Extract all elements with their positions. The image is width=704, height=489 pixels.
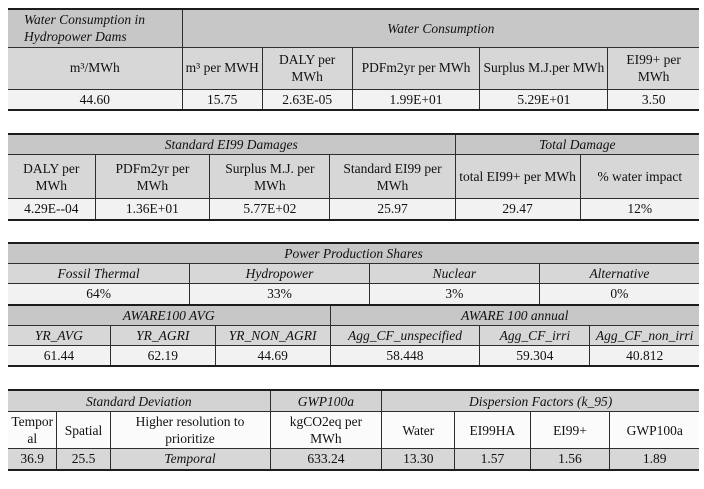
aware-value-cell: 58.448 — [329, 345, 481, 367]
t3-header-cell: Hydropower — [189, 262, 370, 285]
t1-value-cell: 1.99E+01 — [351, 88, 481, 110]
ei99-damages-table: Standard EI99 Damages Total Damage DALY … — [8, 132, 699, 221]
aware-header-cell: Agg_CF_unspecified — [329, 324, 481, 347]
t2-header-cell: DALY per MWh — [8, 154, 96, 200]
t4-value-cell: 25.5 — [56, 448, 111, 470]
water-consumption-table: Water Consumption in Hydropower Dams Wat… — [8, 8, 699, 111]
t3-value-cell: 0% — [538, 283, 699, 304]
t2-group-left-cell: Standard EI99 Damages — [8, 133, 456, 156]
t4-group-cell: GWP100a — [269, 390, 383, 412]
report-tables-page: Water Consumption in Hydropower Dams Wat… — [0, 8, 704, 471]
aware-header-cell: YR_AVG — [8, 324, 111, 347]
t1-header-cell: Surplus M.J.per MWh — [479, 46, 609, 90]
aware-group-left-cell: AWARE100 AVG — [8, 304, 331, 326]
t4-value-cell: 36.9 — [8, 448, 58, 470]
t2-value-cell: 1.36E+01 — [94, 198, 211, 220]
t4-group-cell: Dispersion Factors (k_95) — [381, 390, 699, 412]
t2-value-cell: 29.47 — [454, 198, 581, 220]
t4-value-cell: 13.30 — [381, 448, 456, 470]
t1-header-cell: m³/MWh — [8, 46, 183, 90]
t1-value-cell: 15.75 — [181, 88, 263, 110]
t4-header-cell: EI99+ — [529, 410, 611, 450]
t4-header-cell: Spatial — [56, 410, 111, 450]
aware-header-cell: Agg_CF_irri — [479, 324, 591, 347]
t1-header-cell: m³ per MWH — [181, 46, 263, 90]
t1-value-cell: 2.63E-05 — [261, 88, 353, 110]
t2-value-cell: 4.29E--04 — [8, 198, 96, 220]
t4-header-cell: GWP100a — [609, 410, 699, 450]
t2-header-cell: total EI99+ per MWh — [454, 154, 581, 200]
t3-group-cell: Power Production Shares — [8, 242, 699, 264]
t2-value-cell: 5.77E+02 — [209, 198, 331, 220]
t2-header-cell: PDFm2yr per MWh — [94, 154, 211, 200]
t1-header-cell: EI99+ per MWh — [607, 46, 699, 90]
t4-value-cell: 1.56 — [529, 448, 611, 470]
t1-group-left-cell: Water Consumption in Hydropower Dams — [8, 9, 183, 48]
aware-value-cell: 40.812 — [589, 345, 699, 367]
t3-header-cell: Fossil Thermal — [8, 262, 191, 285]
t1-value-cell: 5.29E+01 — [479, 88, 609, 110]
t2-group-right-cell: Total Damage — [454, 133, 699, 156]
t1-header-cell: DALY per MWh — [261, 46, 353, 90]
t2-header-cell: Standard EI99 per MWh — [329, 154, 456, 200]
t1-value-cell: 44.60 — [8, 88, 183, 110]
t3-value-cell: 3% — [368, 283, 540, 304]
t4-group-cell: Standard Deviation — [8, 390, 271, 412]
aware-table: AWARE100 AVG AWARE 100 annual YR_AVG YR_… — [8, 303, 699, 368]
aware-value-cell: 62.19 — [109, 345, 216, 367]
t4-header-cell: kgCO2eq per MWh — [269, 410, 383, 450]
aware-value-cell: 61.44 — [8, 345, 111, 367]
t3-header-cell: Nuclear — [368, 262, 540, 285]
t4-value-cell: 1.89 — [609, 448, 699, 470]
aware-header-cell: YR_NON_AGRI — [214, 324, 331, 347]
t2-header-cell: % water impact — [579, 154, 699, 200]
t4-value-cell: 1.57 — [454, 448, 531, 470]
t4-value-cell: 633.24 — [269, 448, 383, 470]
t4-header-cell: Higher resolution to prioritize — [109, 410, 271, 450]
aware-group-right-cell: AWARE 100 annual — [329, 304, 699, 326]
t4-header-cell: Temporal — [8, 410, 58, 450]
t3-value-cell: 33% — [189, 283, 370, 304]
t3-header-cell: Alternative — [538, 262, 699, 285]
t4-header-cell: EI99HA — [454, 410, 531, 450]
aware-header-cell: Agg_CF_non_irri — [589, 324, 699, 347]
t2-header-cell: Surplus M.J. per MWh — [209, 154, 331, 200]
t3-value-cell: 64% — [8, 283, 191, 304]
t4-value-cell: Temporal — [109, 448, 271, 470]
power-shares-table: Power Production Shares Fossil Thermal H… — [8, 241, 699, 304]
aware-header-cell: YR_AGRI — [109, 324, 216, 347]
t2-value-cell: 12% — [579, 198, 699, 220]
t1-value-cell: 3.50 — [607, 88, 699, 110]
aware-value-cell: 59.304 — [479, 345, 591, 367]
dispersion-table: Standard Deviation GWP100a Dispersion Fa… — [8, 389, 699, 471]
t1-header-cell: PDFm2yr per MWh — [351, 46, 481, 90]
t2-value-cell: 25.97 — [329, 198, 456, 220]
t1-group-right-cell: Water Consumption — [181, 9, 699, 48]
t4-header-cell: Water — [381, 410, 456, 450]
aware-value-cell: 44.69 — [214, 345, 331, 367]
